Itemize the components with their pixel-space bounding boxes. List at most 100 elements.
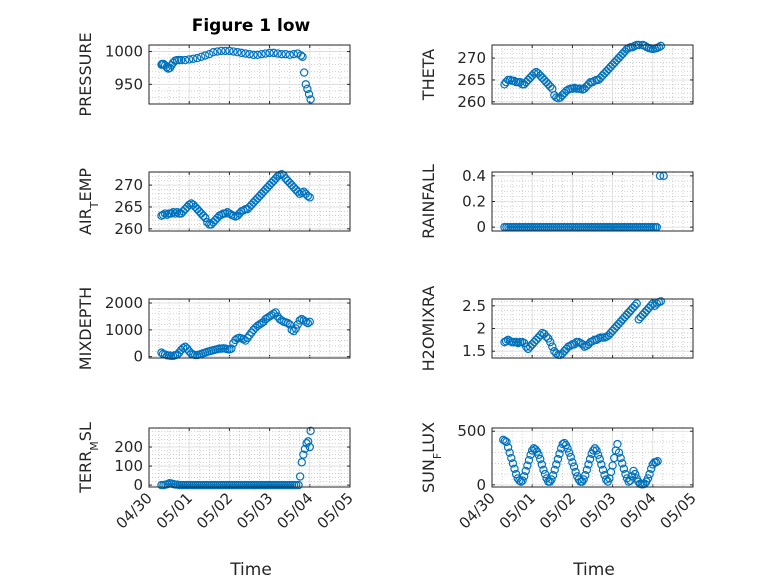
data-point [303, 437, 313, 446]
data-point [524, 455, 534, 465]
y-tick-label: 0 [476, 218, 486, 236]
data-point [614, 448, 624, 457]
data-point [301, 80, 310, 89]
data-point [297, 458, 306, 467]
data-point [518, 476, 527, 485]
data-point [507, 453, 516, 463]
data-point [301, 317, 310, 326]
y-tick-label: 260 [457, 93, 486, 111]
data-point [285, 320, 294, 329]
y-axis-label: SUNFLUX [419, 422, 444, 493]
data-point [630, 301, 639, 311]
data-point [265, 48, 274, 58]
data-point [293, 187, 302, 196]
plot-area [149, 428, 350, 487]
data-point [619, 464, 629, 473]
data-point [584, 80, 593, 89]
data-point [285, 50, 294, 60]
data-point [293, 320, 302, 329]
data-point [503, 443, 513, 452]
data-point [654, 42, 664, 52]
axes-box [491, 427, 694, 488]
data-point [221, 209, 230, 218]
x-axis-label-left: Time [229, 560, 272, 580]
data-point [643, 474, 653, 483]
y-axis-label: H2OMIXRA [419, 286, 438, 372]
data-point [172, 208, 182, 217]
data-point [247, 328, 256, 337]
data-point [233, 48, 242, 57]
data-point [245, 49, 254, 59]
y-tick-label: 0 [476, 476, 486, 494]
y-tick-label: 2000 [105, 294, 143, 312]
data-point [201, 213, 210, 223]
data-point [237, 48, 246, 58]
data-point [656, 297, 666, 306]
y-axis-label: TERRMSL [76, 422, 101, 494]
data-point [501, 77, 511, 87]
data-point [160, 209, 170, 218]
data-point [547, 475, 556, 484]
subplot-3: 260 265 270 AIRTEMP [76, 168, 351, 238]
y-axis-label: PRESSURE [76, 32, 95, 116]
x-tick-label: 05/05 [657, 489, 700, 532]
data-point [184, 55, 194, 64]
data-point [299, 450, 308, 459]
data-point [273, 49, 282, 58]
data-point [289, 326, 298, 336]
x-tick-label: 04/30 [113, 489, 156, 532]
subplot-4: 0 0.2 0.4 RAINFALL [419, 164, 694, 239]
y-tick-label: 265 [114, 198, 143, 216]
data-point [241, 336, 250, 345]
data-point [545, 477, 555, 486]
data-point [534, 450, 543, 460]
data-point [231, 335, 240, 345]
data-point [582, 465, 592, 475]
y-axis-label: RAINFALL [419, 164, 438, 239]
data-point [298, 52, 307, 62]
data-point [630, 469, 640, 479]
axes-box [148, 171, 351, 232]
data-point [217, 46, 226, 56]
data-point [271, 308, 280, 317]
x-tick-label: 05/02 [536, 489, 579, 532]
data-point [515, 77, 525, 87]
data-point [502, 437, 511, 447]
y-tick-label: 0.2 [462, 193, 486, 211]
data-point [291, 480, 301, 490]
y-tick-label: 500 [457, 422, 486, 440]
y-tick-label: 0 [133, 476, 143, 494]
axes-box [491, 44, 694, 105]
data-point [542, 332, 551, 341]
data-point [239, 335, 248, 344]
data-point [593, 450, 603, 460]
data-point [552, 349, 561, 358]
data-point [193, 53, 202, 63]
x-tick-label: 05/03 [233, 489, 276, 532]
data-point [261, 49, 270, 58]
data-point [568, 458, 577, 467]
data-point [305, 317, 314, 326]
x-tick-label: 05/01 [153, 489, 196, 532]
axes-box [491, 171, 694, 232]
data-point [537, 460, 547, 469]
data-point [553, 454, 563, 464]
data-point [213, 47, 222, 56]
data-point [501, 337, 511, 346]
data-point [197, 52, 206, 62]
x-tick-label: 05/03 [576, 489, 619, 532]
data-point [616, 453, 625, 463]
data-point [566, 452, 575, 462]
y-tick-label: 0.4 [462, 167, 486, 185]
data-point [306, 426, 315, 436]
x-tick-label: 04/30 [456, 489, 499, 532]
data-point [578, 340, 587, 349]
data-point [295, 472, 305, 481]
data-point [505, 448, 514, 457]
data-point [304, 89, 314, 99]
data-point [296, 51, 306, 60]
data-point [569, 462, 579, 471]
subplot-6: 1.5 2 2.5 H2OMIXRA [419, 286, 694, 372]
